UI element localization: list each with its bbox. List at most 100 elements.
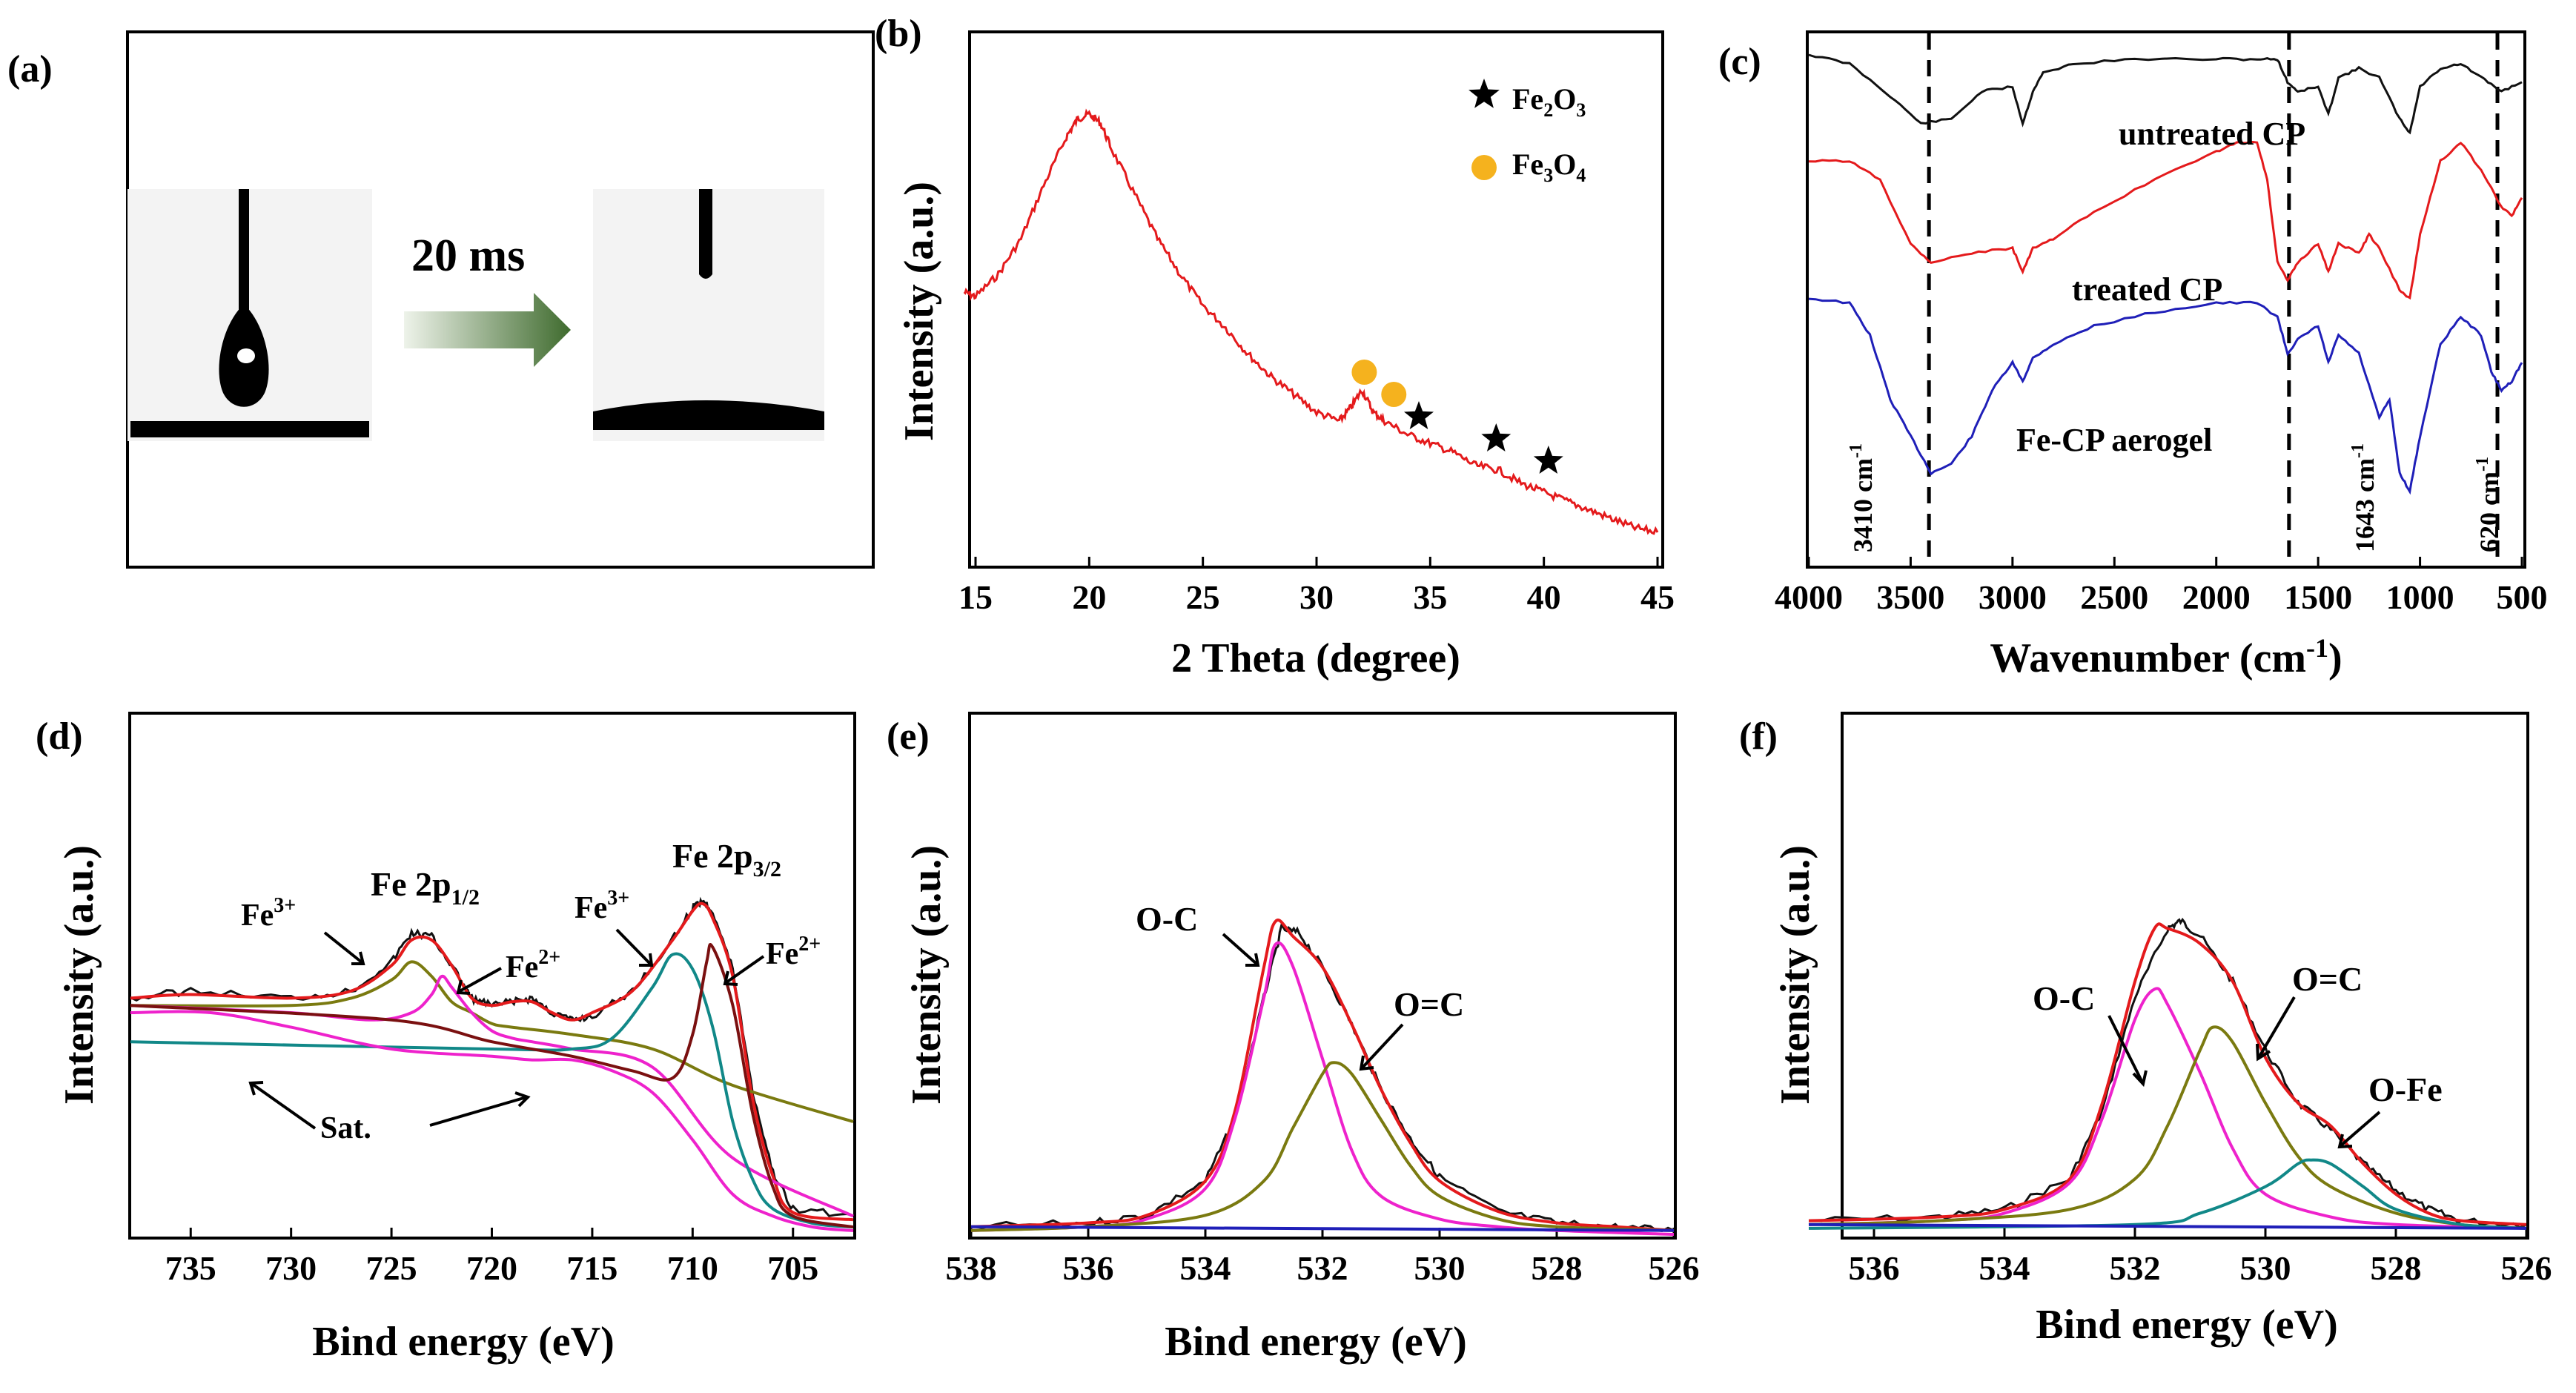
label-sat: Sat.	[320, 1111, 371, 1145]
legend-b: Fe2O3 Fe3O4	[1469, 79, 1586, 186]
x-tick-label: 536	[1063, 1249, 1114, 1287]
time-label: 20 ms	[411, 231, 525, 281]
x-axis-label-b: 2 Theta (degree)	[1171, 635, 1460, 681]
series-fe2-2p3-2	[130, 942, 854, 1229]
x-tick-label: 3500	[1876, 578, 1944, 616]
plot-frame-f	[1841, 712, 2529, 1240]
x-tick-label: 526	[2501, 1249, 2552, 1287]
y-axis-label-e: Intensity (a.u.)	[904, 845, 950, 1105]
x-tick-label: 532	[1297, 1249, 1348, 1287]
arrow-o-c-f	[2108, 1015, 2144, 1083]
arrow-right-icon	[404, 293, 571, 367]
arrow-sat-left	[251, 1082, 317, 1130]
needle-after	[699, 189, 712, 279]
fe2o3-marker	[1533, 446, 1563, 474]
substrate-after	[593, 400, 824, 430]
vline-label-1643: 1643 cm-1	[2348, 443, 2380, 552]
panel-label-b: (b)	[875, 13, 922, 55]
substrate-before	[130, 421, 369, 437]
fe3o4-marker	[1351, 360, 1377, 385]
x-tick-label: 735	[165, 1249, 216, 1287]
panel-label-f: (f)	[1739, 715, 1778, 758]
arrow-fe3-right	[615, 928, 652, 965]
arrow-fe3-left	[323, 931, 363, 964]
panel-d: 735 730 725 720 715 710 705 Fe 2p1/2 Fe 2p3/2 …	[56, 712, 856, 1365]
x-tick-label: 720	[466, 1249, 517, 1287]
xps-fe2p-series	[130, 896, 854, 1232]
series-o-c	[1808, 987, 2527, 1230]
arrow-fe2-left	[459, 967, 502, 993]
series-fit	[970, 919, 1675, 1232]
annotations-d: Fe 2p1/2 Fe 2p3/2 Fe3+ Fe2+ Fe3+ Fe2+ Sa…	[241, 837, 821, 1145]
droplet-highlight	[237, 348, 255, 363]
vline-label-3410: 3410 cm-1	[1847, 443, 1878, 552]
series-fit	[130, 901, 854, 1222]
x-axis-label-f: Bind energy (eV)	[2036, 1302, 2338, 1348]
label-o-dc-f: O=C	[2292, 960, 2363, 998]
arrow-sat-right	[429, 1096, 527, 1127]
y-axis-label-b: Intensity (a.u.)	[896, 182, 942, 441]
label-o-c-f: O-C	[2033, 979, 2095, 1017]
annotation-arrows-e	[1222, 933, 1404, 1071]
label-treated-cp: treated CP	[2072, 271, 2222, 308]
series-raw	[130, 896, 854, 1217]
x-tick-label: 35	[1413, 578, 1447, 616]
x-tick-label: 532	[2110, 1249, 2161, 1287]
x-axis-label-d: Bind energy (eV)	[312, 1319, 615, 1365]
series-o-c	[970, 941, 1675, 1236]
x-tick-label: 526	[1649, 1249, 1700, 1287]
x-tick-label: 536	[1849, 1249, 1900, 1287]
panel-c: 4000 3500 3000 2500 2000 1500 1000 500 untreate…	[1775, 30, 2548, 681]
series-sat-	[130, 1010, 854, 1232]
phase-markers	[1351, 360, 1563, 474]
label-o-fe-f: O-Fe	[2368, 1071, 2443, 1108]
series-untreated-cp	[1808, 53, 2523, 135]
star-icon	[1469, 79, 1500, 108]
x-tick-label: 538	[946, 1249, 997, 1287]
x-tick-label: 500	[2497, 578, 2548, 616]
x-tick-label: 2500	[2080, 578, 2148, 616]
label-fe-cp-aerogel: Fe-CP aerogel	[2016, 422, 2212, 458]
x-axis-ticks-f: 536 534 532 530 528 526	[1849, 1228, 2552, 1287]
x-tick-label: 1000	[2386, 578, 2454, 616]
fe2o3-marker	[1481, 423, 1512, 451]
label-o-dc-e: O=C	[1394, 985, 1464, 1023]
label-fe2p32: Fe 2p3/2	[672, 837, 781, 881]
label-fe3-left: Fe3+	[241, 894, 296, 933]
label-fe2-right: Fe2+	[766, 933, 821, 971]
annotation-arrows-f	[2108, 996, 2381, 1149]
x-tick-label: 4000	[1775, 578, 1843, 616]
panel-e: 538 536 534 532 530 528 526 O-C O=C Bind energ…	[904, 712, 1700, 1365]
series-baseline	[1808, 1222, 2527, 1230]
x-axis-ticks-e: 538 536 534 532 530 528 526	[946, 1228, 1700, 1287]
x-tick-label: 534	[1180, 1249, 1231, 1287]
arrow-o-dc-f	[2258, 996, 2296, 1058]
droplet-after-image	[593, 189, 824, 441]
xrd-series-line	[963, 108, 1659, 535]
x-axis-ticks-b: 15 20 25 30 35 40 45	[958, 557, 1675, 616]
droplet-before-image	[128, 189, 372, 441]
arrow-fe2-right	[725, 955, 765, 984]
series-fe3-2p1-2	[130, 960, 854, 1123]
y-axis-label-f: Intensity (a.u.)	[1772, 845, 1818, 1105]
x-tick-label: 528	[2371, 1249, 2422, 1287]
fe2o3-marker	[1404, 401, 1434, 429]
series-o-c	[970, 1061, 1675, 1232]
x-tick-label: 710	[667, 1249, 718, 1287]
panel-f: 536 534 532 530 528 526 O-C O=C O-Fe Bind ene…	[1772, 712, 2552, 1348]
label-untreated-cp: untreated CP	[2119, 116, 2305, 152]
legend-fe2o3: Fe2O3	[1512, 82, 1586, 121]
series-fe2-2p1-2	[130, 974, 854, 1218]
panel-label-d: (d)	[36, 715, 83, 758]
fe3o4-marker	[1381, 382, 1407, 407]
xps-o1s-series-f	[1808, 917, 2527, 1230]
x-axis-ticks-c: 4000 3500 3000 2500 2000 1500 1000 500	[1775, 557, 2548, 616]
x-tick-label: 530	[1414, 1249, 1466, 1287]
x-tick-label: 528	[1532, 1249, 1583, 1287]
x-axis-label-c: Wavenumber (cm-1)	[1990, 633, 2342, 681]
plot-frame-c	[1806, 30, 2526, 569]
label-fe2-left: Fe2+	[506, 946, 560, 985]
x-tick-label: 1500	[2284, 578, 2352, 616]
panel-label-c: (c)	[1718, 41, 1761, 83]
label-o-c-e: O-C	[1136, 900, 1198, 938]
